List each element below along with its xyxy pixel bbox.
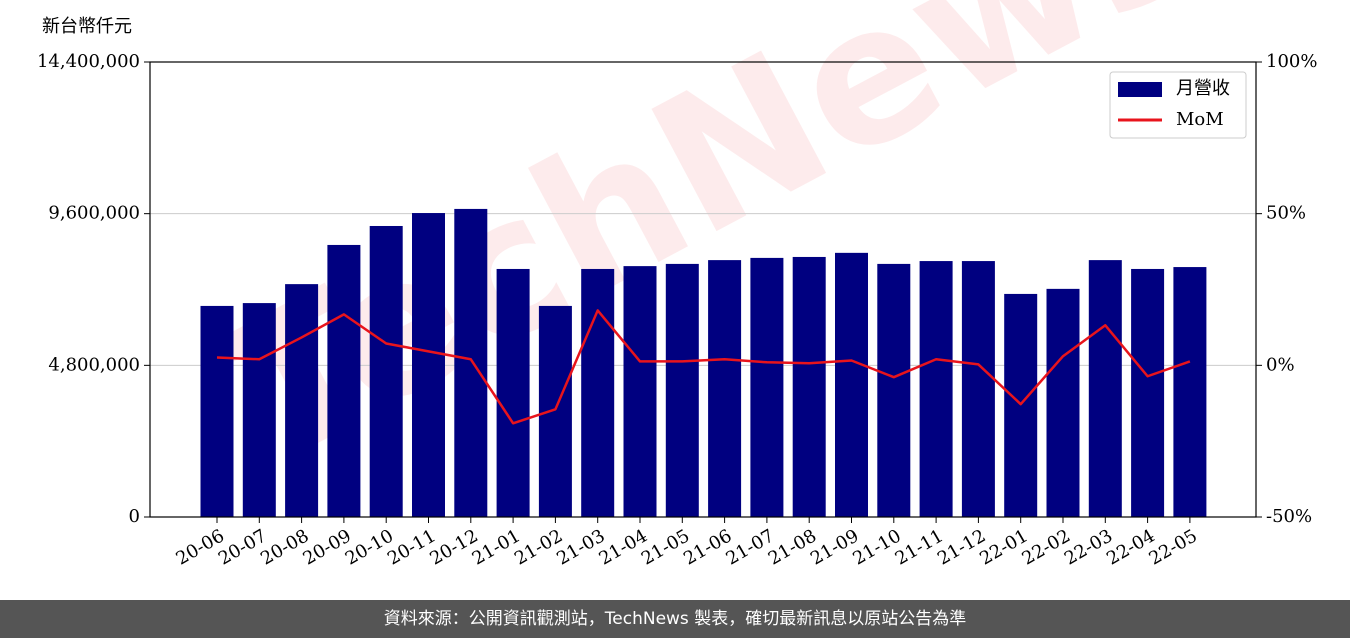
chart: TechNews 新台幣仟元 04,800,0009,600,00014,400… (37, 0, 1318, 570)
bar (200, 305, 234, 517)
bar (835, 252, 868, 517)
bar (369, 225, 403, 518)
bar (1088, 260, 1122, 517)
bar (919, 261, 953, 517)
bar (1131, 268, 1165, 517)
legend-label: 月營收 (1176, 78, 1230, 99)
bar (1046, 288, 1080, 517)
y2-tick-label: -50% (1266, 506, 1312, 527)
bar (623, 266, 657, 517)
source-note: 資料來源：公開資訊觀測站，TechNews 製表，確切最新訊息以原站公告為準 (0, 600, 1350, 638)
y-tick-label: 9,600,000 (48, 203, 140, 224)
line (216, 309, 1191, 425)
bar (327, 244, 361, 517)
bar (877, 263, 911, 517)
bar (285, 284, 319, 517)
bar (961, 261, 995, 517)
bar (792, 256, 826, 517)
bar (412, 213, 445, 517)
y-tick-label: 14,400,000 (37, 51, 140, 72)
bar (1004, 293, 1038, 517)
x-tick-label: 22-05 (1145, 525, 1200, 569)
bar (538, 305, 572, 517)
bar (708, 260, 742, 517)
bar (242, 303, 276, 517)
y2-tick-label: 50% (1266, 203, 1306, 224)
y-tick-label: 0 (129, 506, 140, 527)
y2-tick-label: 0% (1266, 354, 1295, 375)
y-tick-label: 4,800,000 (48, 354, 140, 375)
legend-swatch (1118, 82, 1162, 97)
y2-tick-label: 100% (1266, 51, 1317, 72)
bar (496, 268, 530, 517)
legend-label: MoM (1176, 109, 1224, 130)
plot-frame (149, 61, 1257, 518)
bar (454, 208, 488, 518)
bar (581, 268, 615, 517)
bar (750, 257, 784, 517)
bar (1173, 267, 1207, 517)
y-axis-label: 新台幣仟元 (42, 16, 132, 37)
bar (665, 263, 699, 517)
